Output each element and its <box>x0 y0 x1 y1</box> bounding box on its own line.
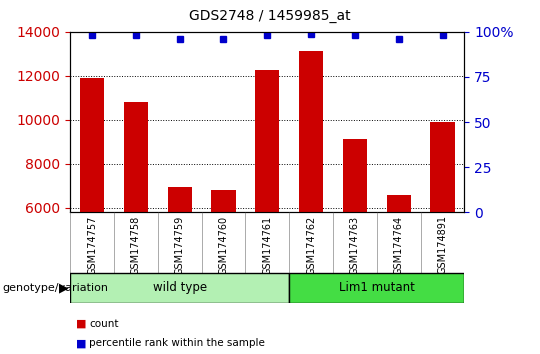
Text: GSM174763: GSM174763 <box>350 215 360 275</box>
Bar <box>70 273 289 303</box>
Bar <box>299 51 323 212</box>
Text: ■: ■ <box>76 319 86 329</box>
Text: GSM174891: GSM174891 <box>437 215 448 274</box>
Bar <box>289 273 464 303</box>
Bar <box>430 122 455 212</box>
Text: GSM174758: GSM174758 <box>131 215 141 275</box>
Bar <box>343 139 367 212</box>
Text: GSM174762: GSM174762 <box>306 215 316 275</box>
Text: percentile rank within the sample: percentile rank within the sample <box>89 338 265 348</box>
Bar <box>387 195 411 212</box>
Text: GSM174761: GSM174761 <box>262 215 272 275</box>
Text: wild type: wild type <box>153 281 207 294</box>
Bar <box>80 78 104 212</box>
Bar <box>255 70 279 212</box>
Text: Lim1 mutant: Lim1 mutant <box>339 281 415 294</box>
Bar <box>124 102 148 212</box>
Text: ▶: ▶ <box>59 281 69 294</box>
Text: count: count <box>89 319 119 329</box>
Text: GSM174759: GSM174759 <box>175 215 185 275</box>
Text: GSM174760: GSM174760 <box>219 215 228 275</box>
Text: genotype/variation: genotype/variation <box>3 282 109 293</box>
Text: GSM174757: GSM174757 <box>87 215 97 275</box>
Bar <box>167 187 192 212</box>
Text: GSM174764: GSM174764 <box>394 215 404 275</box>
Text: GDS2748 / 1459985_at: GDS2748 / 1459985_at <box>189 9 351 23</box>
Text: ■: ■ <box>76 338 86 348</box>
Bar <box>212 190 235 212</box>
